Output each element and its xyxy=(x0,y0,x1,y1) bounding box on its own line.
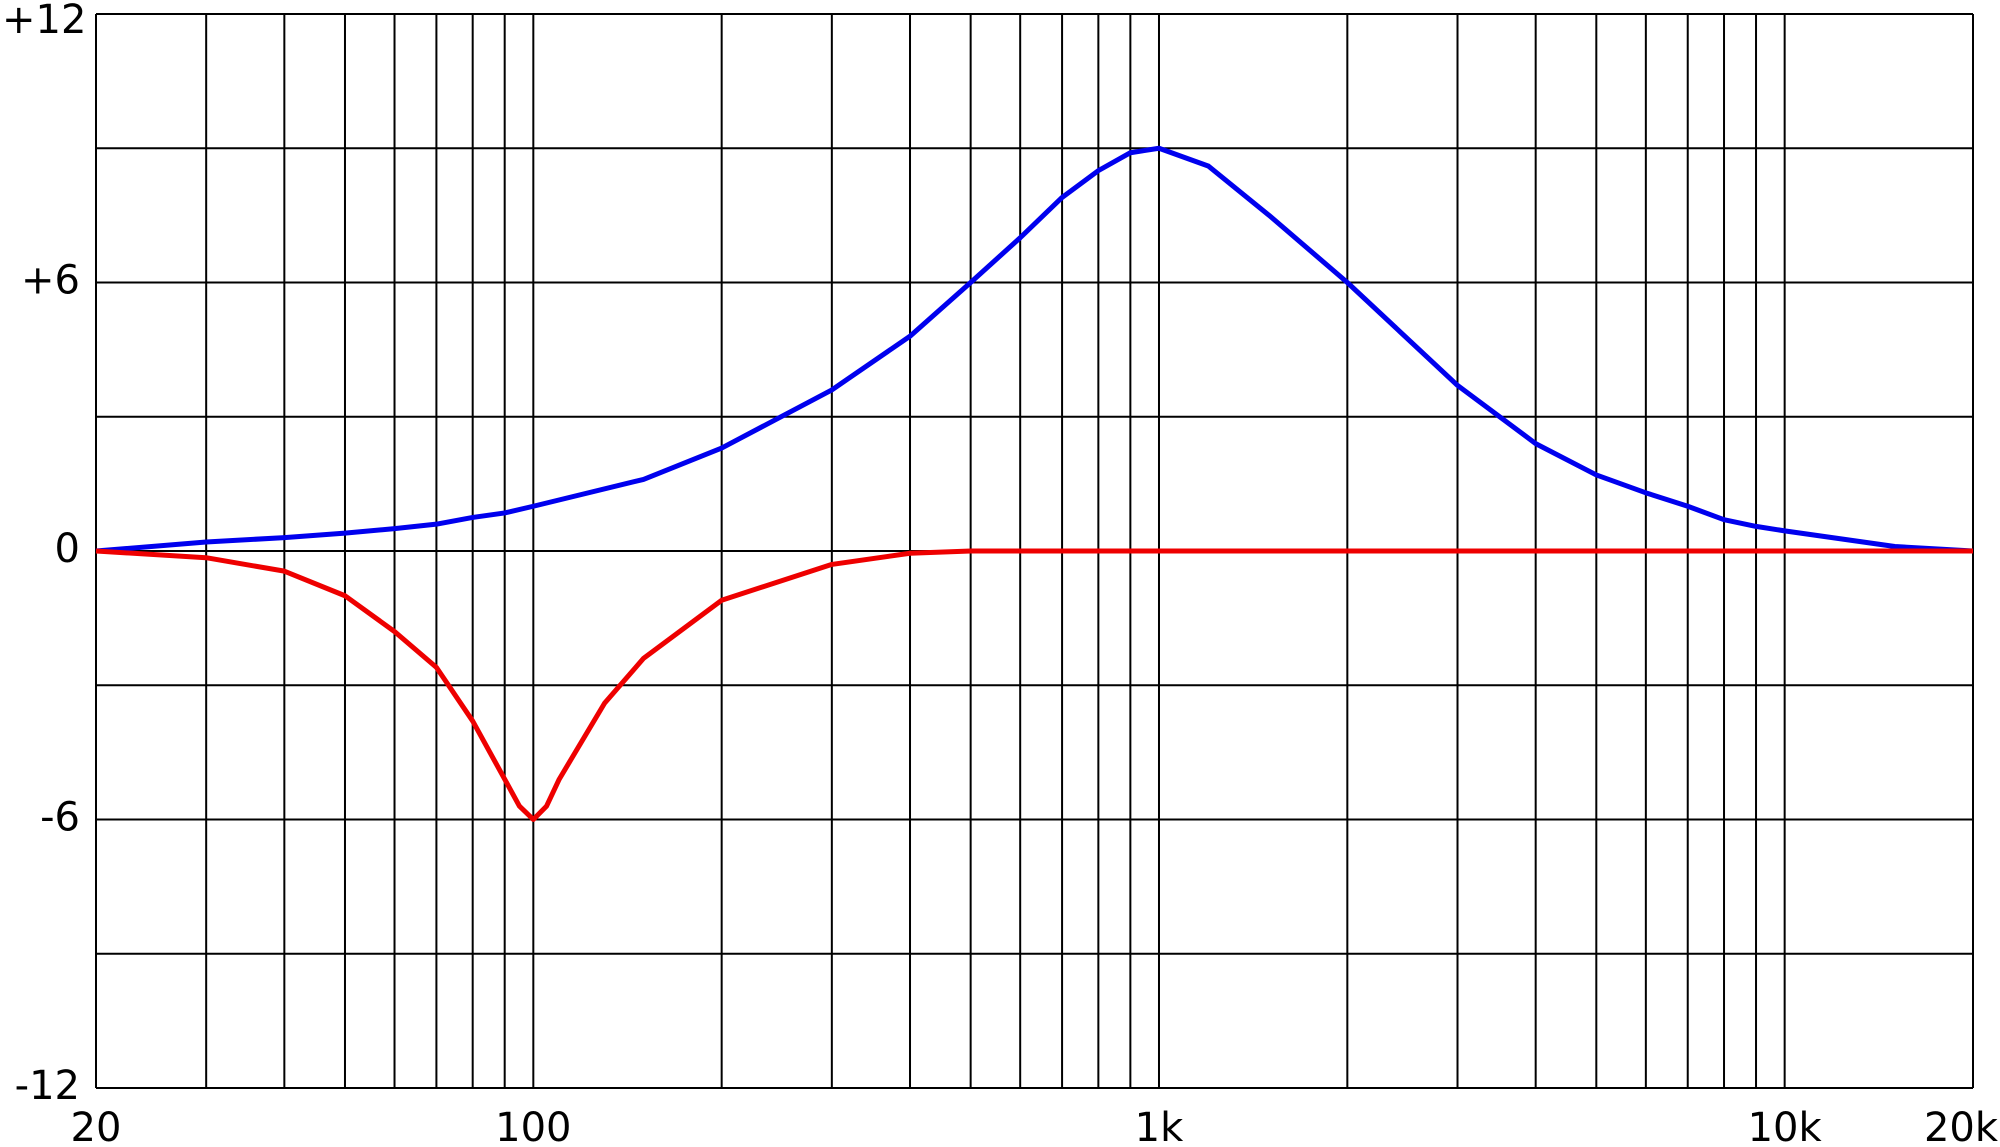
y-tick-label: +6 xyxy=(21,258,80,304)
response-curve xyxy=(95,145,1974,554)
x-tick-label: 20 xyxy=(71,1105,122,1147)
y-tick-label: -12 xyxy=(15,1063,80,1109)
x-tick-label: 1k xyxy=(1135,1105,1184,1147)
x-tick-label: 10k xyxy=(1748,1105,1823,1147)
y-tick-label: -6 xyxy=(40,795,80,841)
x-tick-label: 100 xyxy=(495,1105,571,1147)
y-tick-label: +12 xyxy=(2,0,86,43)
x-tick-label: 20k xyxy=(1924,1105,1999,1147)
y-tick-label: 0 xyxy=(55,526,80,572)
response-curve xyxy=(95,548,1973,822)
